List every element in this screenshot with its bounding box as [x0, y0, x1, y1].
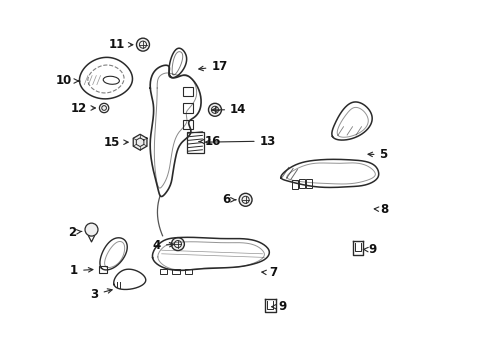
Text: 4: 4: [152, 239, 174, 252]
Text: 8: 8: [373, 203, 388, 216]
Text: 2: 2: [68, 226, 82, 239]
Circle shape: [171, 238, 184, 251]
Text: 6: 6: [222, 193, 235, 206]
Circle shape: [99, 103, 108, 113]
Bar: [183, 87, 193, 96]
Polygon shape: [133, 134, 147, 150]
Text: 9: 9: [271, 300, 286, 313]
Text: 1: 1: [70, 264, 93, 277]
Bar: [306, 179, 311, 188]
Bar: [183, 120, 193, 129]
Bar: [99, 266, 106, 273]
Text: 15: 15: [104, 136, 128, 149]
Text: 17: 17: [199, 60, 227, 73]
Bar: [299, 179, 305, 188]
Bar: [160, 269, 167, 274]
Circle shape: [208, 103, 221, 116]
Text: 12: 12: [71, 102, 95, 114]
Bar: [185, 269, 192, 274]
Text: 10: 10: [56, 75, 79, 87]
Circle shape: [136, 38, 149, 51]
Text: 5: 5: [367, 148, 387, 161]
Text: 3: 3: [90, 288, 112, 301]
Bar: [291, 180, 297, 189]
Text: 16: 16: [199, 135, 221, 148]
Text: 13: 13: [205, 135, 275, 148]
Circle shape: [239, 193, 251, 206]
Text: 9: 9: [362, 243, 376, 256]
Bar: [186, 132, 203, 153]
Bar: [172, 269, 179, 274]
Text: 11: 11: [108, 39, 133, 51]
Text: 7: 7: [261, 266, 277, 279]
Circle shape: [85, 223, 98, 236]
Text: 14: 14: [212, 103, 246, 116]
Bar: [183, 103, 193, 113]
